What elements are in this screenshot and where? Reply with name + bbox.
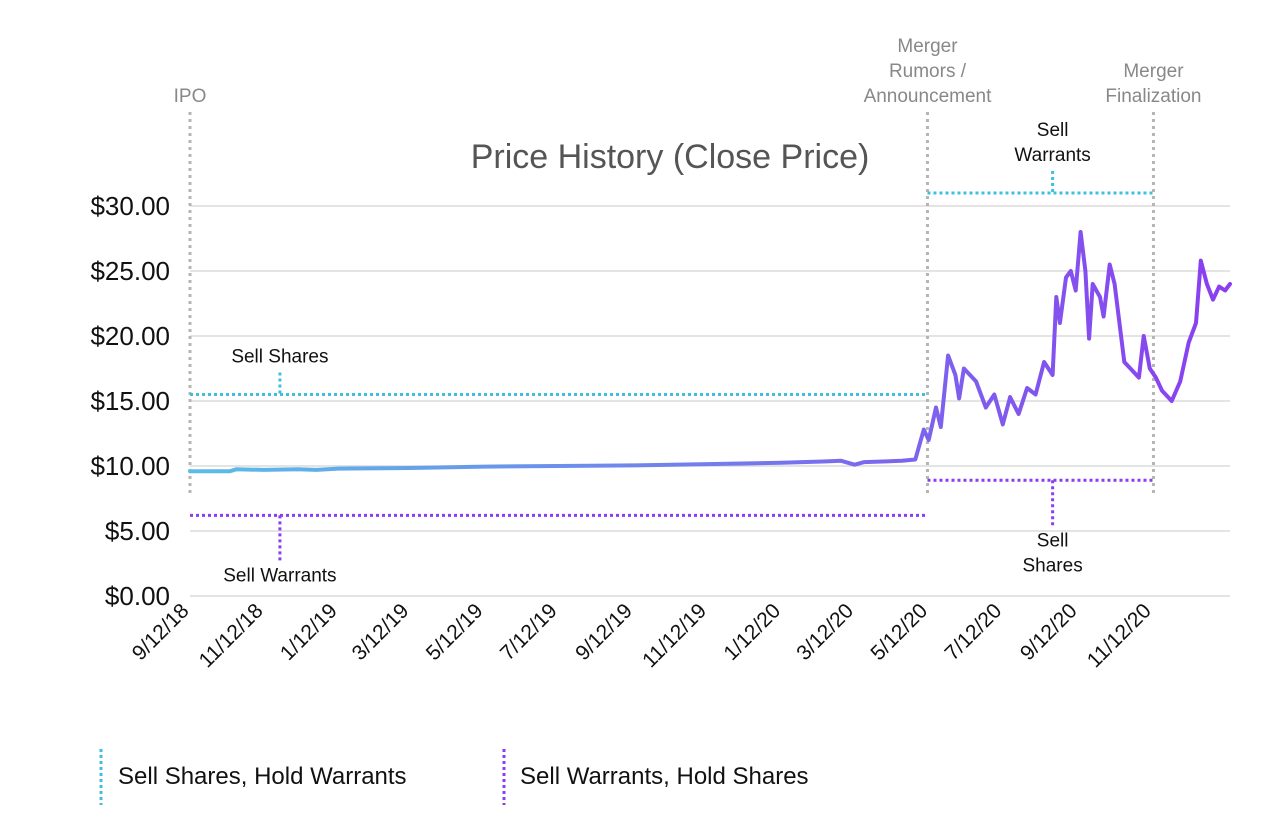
x-tick-label: 9/12/20 [1016, 599, 1082, 665]
x-axis-ticks: 9/12/18 11/12/18 1/12/19 3/12/19 5/12/19 7/12… [128, 599, 1156, 672]
price-line [188, 230, 1232, 474]
gridlines [190, 205, 1230, 597]
event-label: Rumors / [889, 61, 967, 82]
legend-label: Sell Warrants, Hold Shares [520, 763, 809, 790]
legend-item: Sell Shares, Hold Warrants [99, 749, 407, 805]
x-tick-label: 7/12/19 [496, 599, 562, 665]
legend-label: Sell Shares, Hold Warrants [118, 763, 407, 790]
x-tick-label: 11/12/20 [1083, 599, 1156, 672]
price-series [188, 230, 1232, 474]
event-label: Announcement [864, 86, 993, 107]
event-label: Merger [1123, 61, 1184, 82]
chart-title: Price History (Close Price) [471, 138, 870, 176]
y-tick-label: $25.00 [90, 256, 170, 286]
x-tick-label: 5/12/20 [866, 599, 932, 665]
x-tick-label: 7/12/20 [941, 599, 1007, 665]
x-tick-label: 5/12/19 [422, 599, 488, 665]
y-tick-label: $30.00 [90, 191, 170, 221]
y-tick-label: $0.00 [105, 581, 170, 611]
event-label: IPO [174, 86, 207, 107]
strategy-label: Sell [1037, 530, 1069, 551]
x-tick-label: 3/12/20 [792, 599, 858, 665]
y-tick-label: $10.00 [90, 451, 170, 481]
x-tick-label: 9/12/19 [571, 599, 637, 665]
x-tick-label: 1/12/20 [719, 599, 785, 665]
x-tick-label: 11/12/19 [638, 599, 711, 672]
legend-item: Sell Warrants, Hold Shares [502, 749, 809, 805]
legend: Sell Shares, Hold Warrants Sell Warrants,… [99, 749, 809, 805]
y-tick-label: $15.00 [90, 386, 170, 416]
x-tick-label: 3/12/19 [348, 599, 414, 665]
strategy-lines: Sell Shares Sell Warrants Sell Warrants Sell… [190, 120, 1154, 586]
y-axis-ticks: $0.00 $5.00 $10.00 $15.00 $20.00 $25.00 $30.00 [90, 191, 170, 611]
x-tick-label: 1/12/19 [276, 599, 342, 665]
event-label: Merger [897, 36, 958, 57]
strategy-label: Shares [1023, 555, 1083, 576]
y-tick-label: $5.00 [105, 516, 170, 546]
strategy-label: Sell [1037, 120, 1069, 141]
strategy-label: Sell Warrants [223, 565, 336, 586]
strategy-label: Sell Shares [231, 347, 328, 368]
strategy-label: Warrants [1014, 145, 1090, 166]
y-tick-label: $20.00 [90, 321, 170, 351]
event-markers: IPO Merger Rumors / Announcement Merger Final… [174, 36, 1202, 494]
x-tick-label: 11/12/18 [195, 599, 268, 672]
event-label: Finalization [1105, 86, 1201, 107]
